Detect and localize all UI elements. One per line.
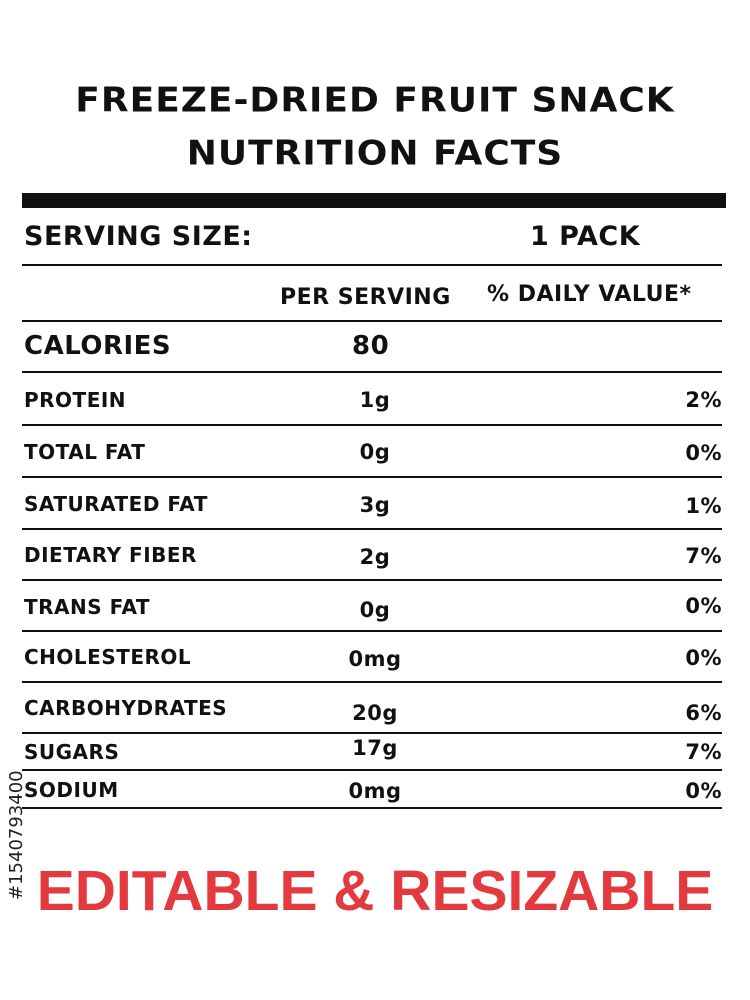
nutrient-amount: 20g bbox=[352, 701, 398, 725]
nutrient-daily-value: 0% bbox=[685, 594, 722, 618]
stock-id-watermark: #1540793400 bbox=[6, 750, 32, 900]
divider bbox=[22, 476, 722, 478]
divider bbox=[22, 320, 722, 322]
nutrient-label: SUGARS bbox=[24, 740, 120, 764]
column-header-per-serving: PER SERVING bbox=[280, 285, 451, 310]
stock-id-text: #1540793400 bbox=[6, 770, 27, 900]
nutrient-amount: 2g bbox=[359, 545, 391, 569]
nutrient-amount: 0mg bbox=[348, 647, 402, 671]
nutrient-label: CHOLESTEROL bbox=[24, 645, 192, 669]
serving-size-value: 1 PACK bbox=[530, 221, 641, 252]
nutrient-label: SODIUM bbox=[24, 778, 119, 802]
nutrient-amount: 1g bbox=[359, 388, 391, 412]
serving-size-label: SERVING SIZE: bbox=[24, 221, 253, 252]
divider bbox=[22, 579, 722, 581]
nutrient-label: TRANS FAT bbox=[24, 595, 151, 619]
nutrient-amount: 0mg bbox=[348, 779, 402, 803]
editable-resizable-caption: EDITABLE & RESIZABLE bbox=[36, 859, 714, 923]
nutrient-label: CARBOHYDRATES bbox=[24, 696, 228, 720]
nutrient-label: TOTAL FAT bbox=[24, 440, 146, 464]
nutrient-label: SATURATED FAT bbox=[24, 492, 208, 516]
nutrient-daily-value: 2% bbox=[685, 388, 722, 412]
nutrient-label: DIETARY FIBER bbox=[24, 543, 197, 567]
divider bbox=[22, 681, 722, 683]
divider bbox=[22, 264, 722, 266]
nutrient-daily-value: 6% bbox=[685, 701, 722, 725]
column-header-daily-value: % DAILY VALUE* bbox=[487, 282, 692, 307]
nutrient-daily-value: 7% bbox=[685, 740, 722, 764]
title-line-2: NUTRITION FACTS bbox=[186, 134, 564, 173]
divider bbox=[22, 528, 722, 530]
divider bbox=[22, 807, 722, 809]
nutrient-amount: 17g bbox=[352, 736, 398, 760]
divider bbox=[22, 630, 722, 632]
nutrient-daily-value: 1% bbox=[685, 494, 722, 518]
calories-label: CALORIES bbox=[24, 331, 172, 361]
divider bbox=[22, 769, 722, 771]
title-line-1: FREEZE-DRIED FRUIT SNACK bbox=[75, 81, 675, 120]
nutrient-label: PROTEIN bbox=[24, 388, 127, 412]
nutrient-amount: 0g bbox=[359, 598, 391, 622]
calories-value: 80 bbox=[352, 331, 390, 361]
nutrient-daily-value: 0% bbox=[685, 779, 722, 803]
thick-divider bbox=[22, 193, 726, 208]
nutrient-daily-value: 0% bbox=[685, 441, 722, 465]
nutrient-daily-value: 7% bbox=[685, 544, 722, 568]
divider bbox=[22, 732, 722, 734]
divider bbox=[22, 424, 722, 426]
nutrient-amount: 0g bbox=[359, 440, 391, 464]
nutrient-daily-value: 0% bbox=[685, 646, 722, 670]
nutrient-amount: 3g bbox=[359, 493, 391, 517]
divider bbox=[22, 371, 722, 373]
